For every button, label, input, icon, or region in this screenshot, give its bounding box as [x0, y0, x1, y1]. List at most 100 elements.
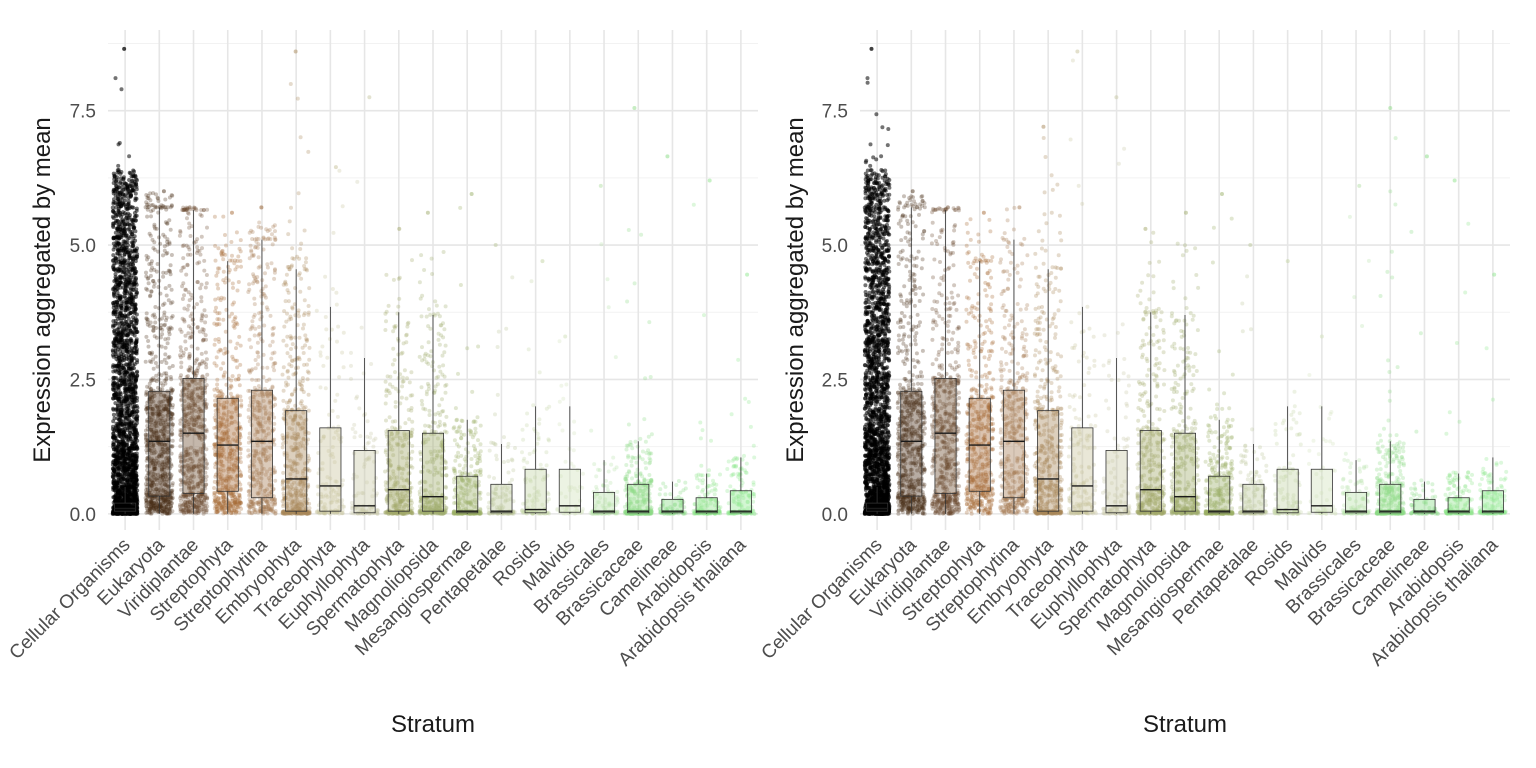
- data-point: [150, 279, 155, 283]
- data-point: [123, 472, 128, 477]
- data-point: [186, 303, 191, 308]
- data-point: [125, 298, 130, 303]
- data-point: [212, 506, 217, 511]
- data-point: [214, 502, 219, 507]
- data-point: [212, 486, 217, 490]
- data-point: [170, 438, 175, 443]
- data-point: [158, 241, 163, 246]
- data-point: [166, 355, 171, 360]
- data-point: [166, 326, 171, 331]
- data-point: [213, 243, 218, 248]
- data-point: [127, 253, 131, 258]
- data-point: [222, 296, 227, 301]
- data-point: [144, 317, 149, 321]
- data-point: [250, 319, 255, 324]
- data-point: [114, 305, 119, 310]
- data-point: [163, 197, 168, 202]
- data-point: [167, 218, 172, 223]
- data-point: [178, 482, 183, 487]
- data-point: [120, 217, 125, 222]
- data-point: [182, 207, 187, 212]
- data-point: [230, 311, 234, 316]
- data-point: [121, 431, 126, 436]
- data-point: [123, 229, 128, 234]
- data-point: [202, 268, 207, 273]
- data-point: [199, 234, 204, 239]
- data-point: [213, 510, 218, 515]
- data-point: [125, 407, 130, 412]
- data-point: [239, 501, 244, 505]
- data-point: [255, 280, 260, 285]
- data-point: [247, 282, 252, 287]
- data-point: [118, 390, 123, 395]
- data-point: [116, 471, 121, 476]
- data-point: [261, 235, 266, 240]
- data-point: [235, 264, 240, 269]
- data-point: [265, 511, 270, 516]
- data-point: [119, 301, 124, 306]
- data-point: [111, 376, 116, 381]
- data-point: [178, 444, 183, 449]
- data-point: [111, 406, 116, 411]
- data-point: [127, 382, 132, 387]
- data-point: [233, 377, 238, 382]
- data-point: [184, 272, 189, 277]
- data-point: [133, 343, 138, 348]
- data-point: [113, 401, 118, 406]
- data-point: [216, 337, 221, 341]
- data-point: [266, 504, 271, 509]
- data-point: [265, 365, 270, 370]
- data-point: [111, 424, 115, 429]
- data-point: [195, 346, 200, 351]
- data-point: [185, 307, 190, 312]
- data-point: [124, 333, 129, 338]
- data-point: [199, 282, 204, 287]
- data-point: [257, 325, 262, 329]
- data-point: [147, 231, 152, 236]
- data-point: [134, 182, 139, 187]
- data-point: [117, 398, 122, 403]
- data-point: [252, 302, 257, 307]
- data-point: [124, 342, 129, 347]
- data-point: [122, 414, 127, 419]
- data-point: [128, 459, 133, 464]
- data-point: [213, 465, 218, 470]
- data-point: [159, 373, 164, 378]
- data-point: [177, 233, 182, 238]
- data-point: [248, 370, 253, 375]
- data-point: [133, 384, 138, 389]
- data-point: [124, 468, 129, 472]
- data-point: [116, 200, 121, 204]
- data-point: [153, 354, 158, 359]
- data-point: [133, 218, 138, 223]
- data-point: [128, 492, 133, 497]
- data-point: [214, 363, 219, 368]
- data-point: [204, 462, 209, 467]
- data-point: [167, 283, 172, 288]
- data-point: [119, 195, 124, 200]
- data-point: [149, 289, 154, 294]
- data-point: [168, 227, 173, 232]
- data-point: [188, 234, 193, 238]
- data-point: [273, 478, 278, 483]
- data-point: [189, 334, 194, 339]
- data-point: [127, 389, 132, 394]
- data-point: [112, 261, 117, 266]
- data-point: [164, 251, 169, 256]
- data-point: [195, 261, 200, 266]
- data-point: [122, 449, 126, 454]
- data-point: [197, 248, 202, 253]
- data-point: [250, 367, 255, 372]
- data-point: [252, 333, 257, 338]
- data-point: [128, 337, 133, 341]
- data-point: [111, 340, 116, 345]
- data-point: [256, 237, 261, 241]
- data-point: [156, 285, 161, 289]
- data-point: [251, 501, 256, 506]
- data-point: [118, 235, 123, 240]
- data-point: [186, 324, 191, 329]
- data-point: [187, 225, 192, 230]
- data-point: [204, 383, 209, 388]
- data-point: [178, 494, 183, 499]
